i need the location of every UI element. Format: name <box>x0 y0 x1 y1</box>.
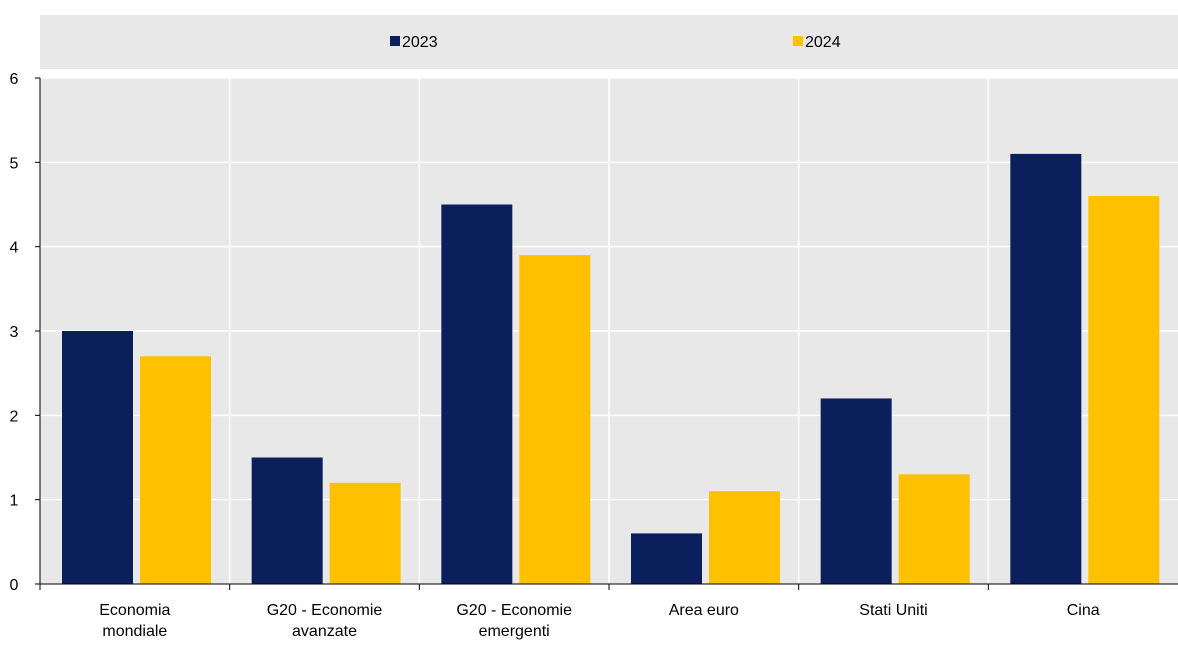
bar-2023 <box>62 331 133 584</box>
bar-2024 <box>709 491 780 584</box>
x-tick-label: G20 - Economie avanzate <box>267 602 383 640</box>
legend-background <box>40 15 1178 69</box>
x-tick-label-line: Cina <box>1067 602 1100 619</box>
legend: 2023 2024 <box>390 34 841 51</box>
x-tick-label: Area euro <box>669 602 739 619</box>
y-tick-label: 4 <box>10 240 19 257</box>
y-tick-label: 1 <box>10 493 19 510</box>
bar-2024 <box>329 482 401 584</box>
y-tick-label: 6 <box>10 71 19 88</box>
axes <box>35 77 1178 590</box>
bar-2023 <box>441 204 513 584</box>
bar-2023 <box>1010 153 1082 584</box>
bar-2023 <box>251 457 323 584</box>
bar-2024 <box>140 356 211 584</box>
bar-2024 <box>898 474 970 584</box>
bar-2023 <box>820 398 892 584</box>
x-tick-label-line: Stati Uniti <box>859 602 927 619</box>
x-tick-label: Economia mondiale <box>99 602 170 640</box>
x-tick-label-line: Area euro <box>669 602 739 619</box>
legend-swatch-2024 <box>793 36 803 46</box>
legend-swatch-2023 <box>390 36 400 46</box>
y-tick-label: 5 <box>10 155 19 172</box>
legend-label-2023: 2023 <box>402 34 438 51</box>
legend-label-2024: 2024 <box>805 34 841 51</box>
grid <box>40 77 1178 584</box>
x-tick-label: G20 - Economie emergenti <box>456 602 572 640</box>
x-tick-label: Stati Uniti <box>859 602 927 619</box>
x-tick-label-line: mondiale <box>102 623 167 640</box>
y-tick-label: 2 <box>10 408 19 425</box>
y-tick-label: 0 <box>10 577 19 594</box>
x-tick-label-line: emergenti <box>479 623 550 640</box>
x-tick-label-line: avanzate <box>292 623 357 640</box>
bar-2024 <box>1088 196 1160 585</box>
tick-labels: 0 1 2 3 4 5 6 Economia mondiale G20 - Economie ava… <box>10 71 1100 640</box>
bar-2024 <box>519 255 591 584</box>
y-tick-label: 3 <box>10 324 19 341</box>
bar-2023 <box>631 533 702 584</box>
x-tick-label: Cina <box>1067 602 1100 619</box>
x-tick-label-line: Economia <box>99 602 170 619</box>
x-tick-label-line: G20 - Economie <box>456 602 572 619</box>
x-tick-label-line: G20 - Economie <box>267 602 383 619</box>
bars <box>62 153 1160 585</box>
